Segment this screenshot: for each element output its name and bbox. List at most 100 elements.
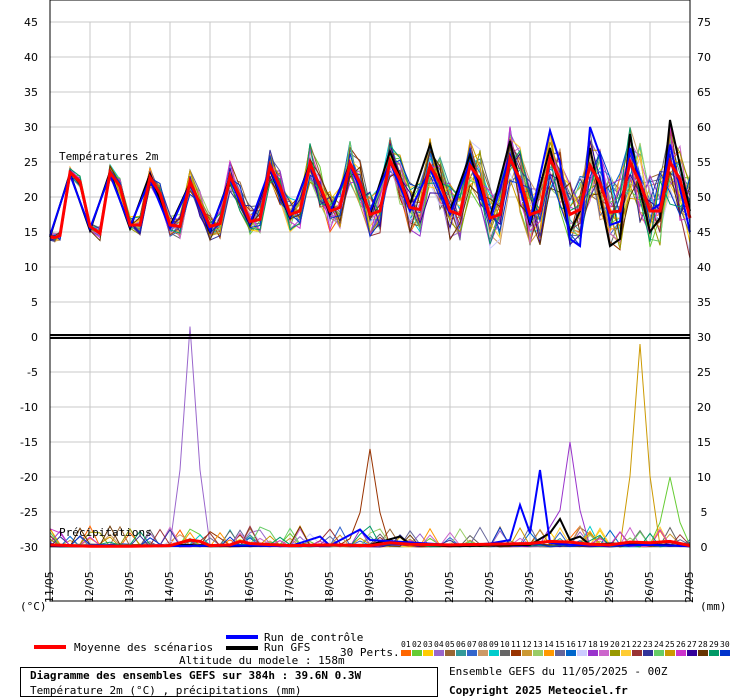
left-tick-label: -20 xyxy=(20,471,38,484)
date-tick-label: 21/05 xyxy=(443,571,456,603)
member-swatch xyxy=(621,650,631,656)
member-swatch xyxy=(676,650,686,656)
right-tick-label: 40 xyxy=(697,261,711,274)
footer-run: Ensemble GEFS du 11/05/2025 - 00Z xyxy=(449,665,668,678)
date-tick-label: 18/05 xyxy=(323,571,336,603)
member-number: 26 xyxy=(676,640,686,649)
series-precip-line xyxy=(49,538,691,548)
member-number: 27 xyxy=(687,640,697,649)
member-swatch xyxy=(610,650,620,656)
right-tick-label: 65 xyxy=(697,86,711,99)
member-swatch xyxy=(456,650,466,656)
right-tick-label: 30 xyxy=(697,331,711,344)
member-number: 23 xyxy=(643,640,653,649)
member-swatch xyxy=(467,650,477,656)
member-swatch xyxy=(434,650,444,656)
series-temperature-line xyxy=(49,153,692,240)
member-swatch xyxy=(478,650,488,656)
main-series xyxy=(49,119,692,548)
member-number: 21 xyxy=(621,640,631,649)
date-tick-label: 22/05 xyxy=(483,571,496,603)
date-tick-label: 16/05 xyxy=(243,571,256,603)
member-swatch xyxy=(445,650,455,656)
right-tick-label: 60 xyxy=(697,121,711,134)
left-tick-label: -10 xyxy=(20,401,38,414)
member-swatch xyxy=(698,650,708,656)
member-swatch xyxy=(566,650,576,656)
date-tick-label: 11/05 xyxy=(43,571,56,603)
member-number: 12 xyxy=(522,640,532,649)
legend-perts-label: 30 Perts. xyxy=(340,646,400,659)
right-tick-label: 55 xyxy=(697,156,711,169)
date-tick-label: 26/05 xyxy=(643,571,656,603)
left-tick-label: 40 xyxy=(24,51,38,64)
member-number: 25 xyxy=(665,640,675,649)
member-legend: 01 02 03 04 05 06 07 08 09 10 11 12 13 14 15 16 17 18 19 20… xyxy=(401,640,730,656)
left-tick-label: 35 xyxy=(24,86,38,99)
member-number: 14 xyxy=(544,640,554,649)
left-tick-label: -15 xyxy=(20,436,38,449)
date-tick-label: 17/05 xyxy=(283,571,296,603)
left-tick-label: 30 xyxy=(24,121,38,134)
grid xyxy=(49,21,691,602)
member-swatch xyxy=(544,650,554,656)
member-number: 04 xyxy=(434,640,444,649)
member-swatch xyxy=(511,650,521,656)
date-tick-label: 25/05 xyxy=(603,571,616,603)
member-number: 20 xyxy=(610,640,620,649)
footer-title: Diagramme des ensembles GEFS sur 384h : … xyxy=(30,669,362,682)
left-tick-label: 45 xyxy=(24,16,38,29)
right-tick-label: 20 xyxy=(697,401,711,414)
left-tick-label: 10 xyxy=(24,261,38,274)
member-swatch xyxy=(654,650,664,656)
date-tick-label: 14/05 xyxy=(163,571,176,603)
member-number: 19 xyxy=(599,640,609,649)
member-number: 16 xyxy=(566,640,576,649)
altitude-label: Altitude du modele : 158m xyxy=(179,654,345,667)
member-number: 01 xyxy=(401,640,411,649)
legend-mean-label: Moyenne des scénarios xyxy=(74,641,213,654)
date-tick-label: 24/05 xyxy=(563,571,576,603)
right-tick-label: 35 xyxy=(697,296,711,309)
member-number: 06 xyxy=(456,640,466,649)
member-number: 03 xyxy=(423,640,433,649)
legend-control-label: Run de contrôle xyxy=(264,631,363,644)
left-tick-label: -25 xyxy=(20,506,38,519)
series-temperature-line xyxy=(49,126,691,248)
footer-copyright: Copyright 2025 Meteociel.fr xyxy=(449,684,628,697)
member-swatch xyxy=(665,650,675,656)
right-tick-label: 50 xyxy=(697,191,711,204)
right-tick-label: 10 xyxy=(697,471,711,484)
member-number: 13 xyxy=(533,640,543,649)
axes xyxy=(49,0,691,602)
member-number: 24 xyxy=(654,640,664,649)
date-tick-label: 19/05 xyxy=(363,571,376,603)
member-swatch xyxy=(588,650,598,656)
member-swatch xyxy=(522,650,532,656)
member-swatch xyxy=(401,650,411,656)
date-tick-label: 27/05 xyxy=(683,571,696,603)
footer-subtitle: Température 2m (°C) , précipitations (mm… xyxy=(30,684,302,697)
left-tick-label: 15 xyxy=(24,226,38,239)
right-tick-label: 45 xyxy=(697,226,711,239)
member-number: 05 xyxy=(445,640,455,649)
left-axis-unit: (°C) xyxy=(20,600,47,613)
member-swatch xyxy=(643,650,653,656)
footer-box: Diagramme des ensembles GEFS sur 384h : … xyxy=(20,667,438,697)
member-number: 07 xyxy=(467,640,477,649)
left-tick-label: 5 xyxy=(31,296,38,309)
member-swatch xyxy=(577,650,587,656)
left-tick-label: 0 xyxy=(31,331,38,344)
date-tick-label: 15/05 xyxy=(203,571,216,603)
member-number: 29 xyxy=(709,640,719,649)
date-tick-label: 12/05 xyxy=(83,571,96,603)
member-number: 18 xyxy=(588,640,598,649)
member-swatch xyxy=(500,650,510,656)
right-axis-unit: (mm) xyxy=(700,600,727,613)
member-swatch xyxy=(489,650,499,656)
member-swatch xyxy=(720,650,730,656)
member-number: 10 xyxy=(500,640,510,649)
member-number: 30 xyxy=(720,640,730,649)
temperature-panel-label: Températures 2m xyxy=(59,150,159,163)
